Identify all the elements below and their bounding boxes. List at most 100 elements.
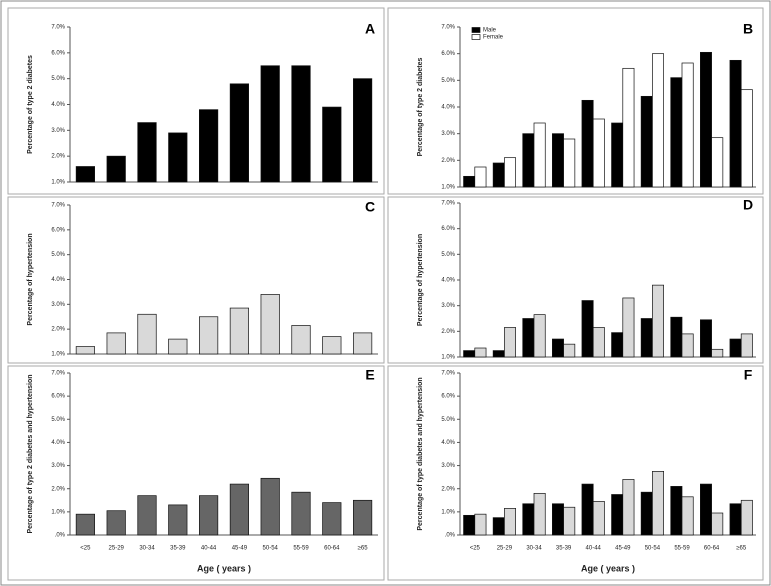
bar [533, 492, 546, 536]
y-tick-label: .0% [55, 533, 66, 539]
bar [229, 483, 249, 536]
bar [322, 106, 342, 183]
bar [711, 512, 724, 536]
bar [581, 483, 594, 536]
panel-label: D [743, 197, 753, 213]
y-axis-label: Percentage of type 2 diabetes [417, 57, 424, 156]
y-axis-label: Percentage of type diabetes and hyperten… [417, 377, 424, 530]
bar [581, 99, 594, 188]
bar [504, 157, 516, 188]
y-tick-label: 7.0% [441, 25, 455, 31]
bar [75, 513, 95, 536]
y-tick-label: 2.0% [441, 158, 455, 164]
y-tick-label: 4.0% [441, 440, 455, 446]
x-tick-label: 60-64 [704, 546, 720, 552]
x-tick-label: 60-64 [324, 546, 340, 552]
y-tick-label: 7.0% [51, 25, 65, 31]
bar [592, 118, 605, 188]
bar [563, 138, 576, 188]
y-tick-label: 1.0% [441, 185, 455, 191]
bar [492, 517, 505, 536]
panel-border [7, 196, 385, 364]
y-axis-label: Percentage of type 2 diabetes [27, 55, 34, 154]
y-tick-label: 3.0% [441, 463, 455, 469]
bar [353, 499, 373, 536]
bar [592, 501, 605, 536]
bar [260, 477, 280, 536]
bar [291, 491, 311, 536]
bar [670, 77, 683, 188]
x-tick-label: <25 [80, 546, 91, 552]
bar [681, 333, 694, 358]
bar [168, 504, 188, 536]
bar [463, 175, 476, 188]
bar [711, 137, 724, 188]
bar [75, 166, 95, 183]
bar [533, 122, 546, 188]
y-tick-label: 3.0% [441, 303, 455, 309]
bar [463, 514, 476, 536]
x-tick-label: 50-54 [263, 546, 279, 552]
bar [670, 486, 683, 536]
bar [199, 316, 219, 355]
y-tick-label: 6.0% [51, 227, 65, 233]
bar [652, 53, 664, 188]
bar [700, 319, 712, 358]
y-tick-label: 3.0% [51, 463, 65, 469]
bar [700, 483, 712, 536]
y-tick-label: 4.0% [51, 440, 65, 446]
bar [474, 513, 487, 536]
y-tick-label: 1.0% [51, 509, 65, 515]
bar [522, 503, 535, 536]
bar [552, 338, 564, 358]
bar [229, 83, 249, 183]
y-axis-label: Percentage of hypertension [27, 233, 34, 325]
legend-label: Male [483, 28, 497, 34]
y-tick-label: 6.0% [51, 394, 65, 400]
bar [681, 496, 694, 536]
y-tick-label: 2.0% [51, 327, 65, 333]
y-tick-label: 2.0% [51, 486, 65, 492]
bar [106, 155, 126, 183]
x-tick-label: 30-34 [526, 546, 542, 552]
bar [137, 495, 157, 536]
bar [291, 65, 311, 183]
y-tick-label: 1.0% [51, 180, 65, 186]
bar [260, 294, 280, 355]
bar [137, 313, 157, 355]
x-tick-label: 55-59 [293, 546, 309, 552]
x-tick-label: 45-49 [232, 546, 248, 552]
x-axis-label: Age ( years ) [197, 563, 251, 573]
bar [611, 332, 624, 358]
bar [291, 325, 311, 355]
y-tick-label: 6.0% [51, 50, 65, 56]
y-tick-label: 5.0% [441, 78, 455, 84]
bar [563, 343, 576, 358]
y-tick-label: 1.0% [441, 355, 455, 361]
y-tick-label: .0% [445, 533, 456, 539]
bar [740, 333, 753, 358]
y-tick-label: 6.0% [441, 226, 455, 232]
x-tick-label: ≥65 [736, 546, 747, 552]
x-tick-label: ≥65 [358, 546, 369, 552]
bar [652, 471, 664, 536]
bar [504, 327, 516, 358]
x-tick-label: 30-34 [139, 546, 155, 552]
bar [652, 284, 664, 358]
bar [492, 350, 505, 358]
y-tick-label: 3.0% [51, 302, 65, 308]
bar [168, 132, 188, 183]
bar [611, 494, 624, 536]
bar [681, 62, 694, 188]
y-tick-label: 5.0% [441, 252, 455, 258]
bar [504, 508, 516, 536]
x-tick-label: 40-44 [201, 546, 217, 552]
bar [563, 506, 576, 536]
x-tick-label: 40-44 [586, 546, 602, 552]
bar [622, 67, 635, 188]
x-tick-label: 50-54 [645, 546, 661, 552]
y-tick-label: 7.0% [441, 201, 455, 207]
panel-border [387, 365, 764, 581]
x-axis-label: Age ( years ) [581, 563, 635, 573]
bar [711, 348, 724, 358]
